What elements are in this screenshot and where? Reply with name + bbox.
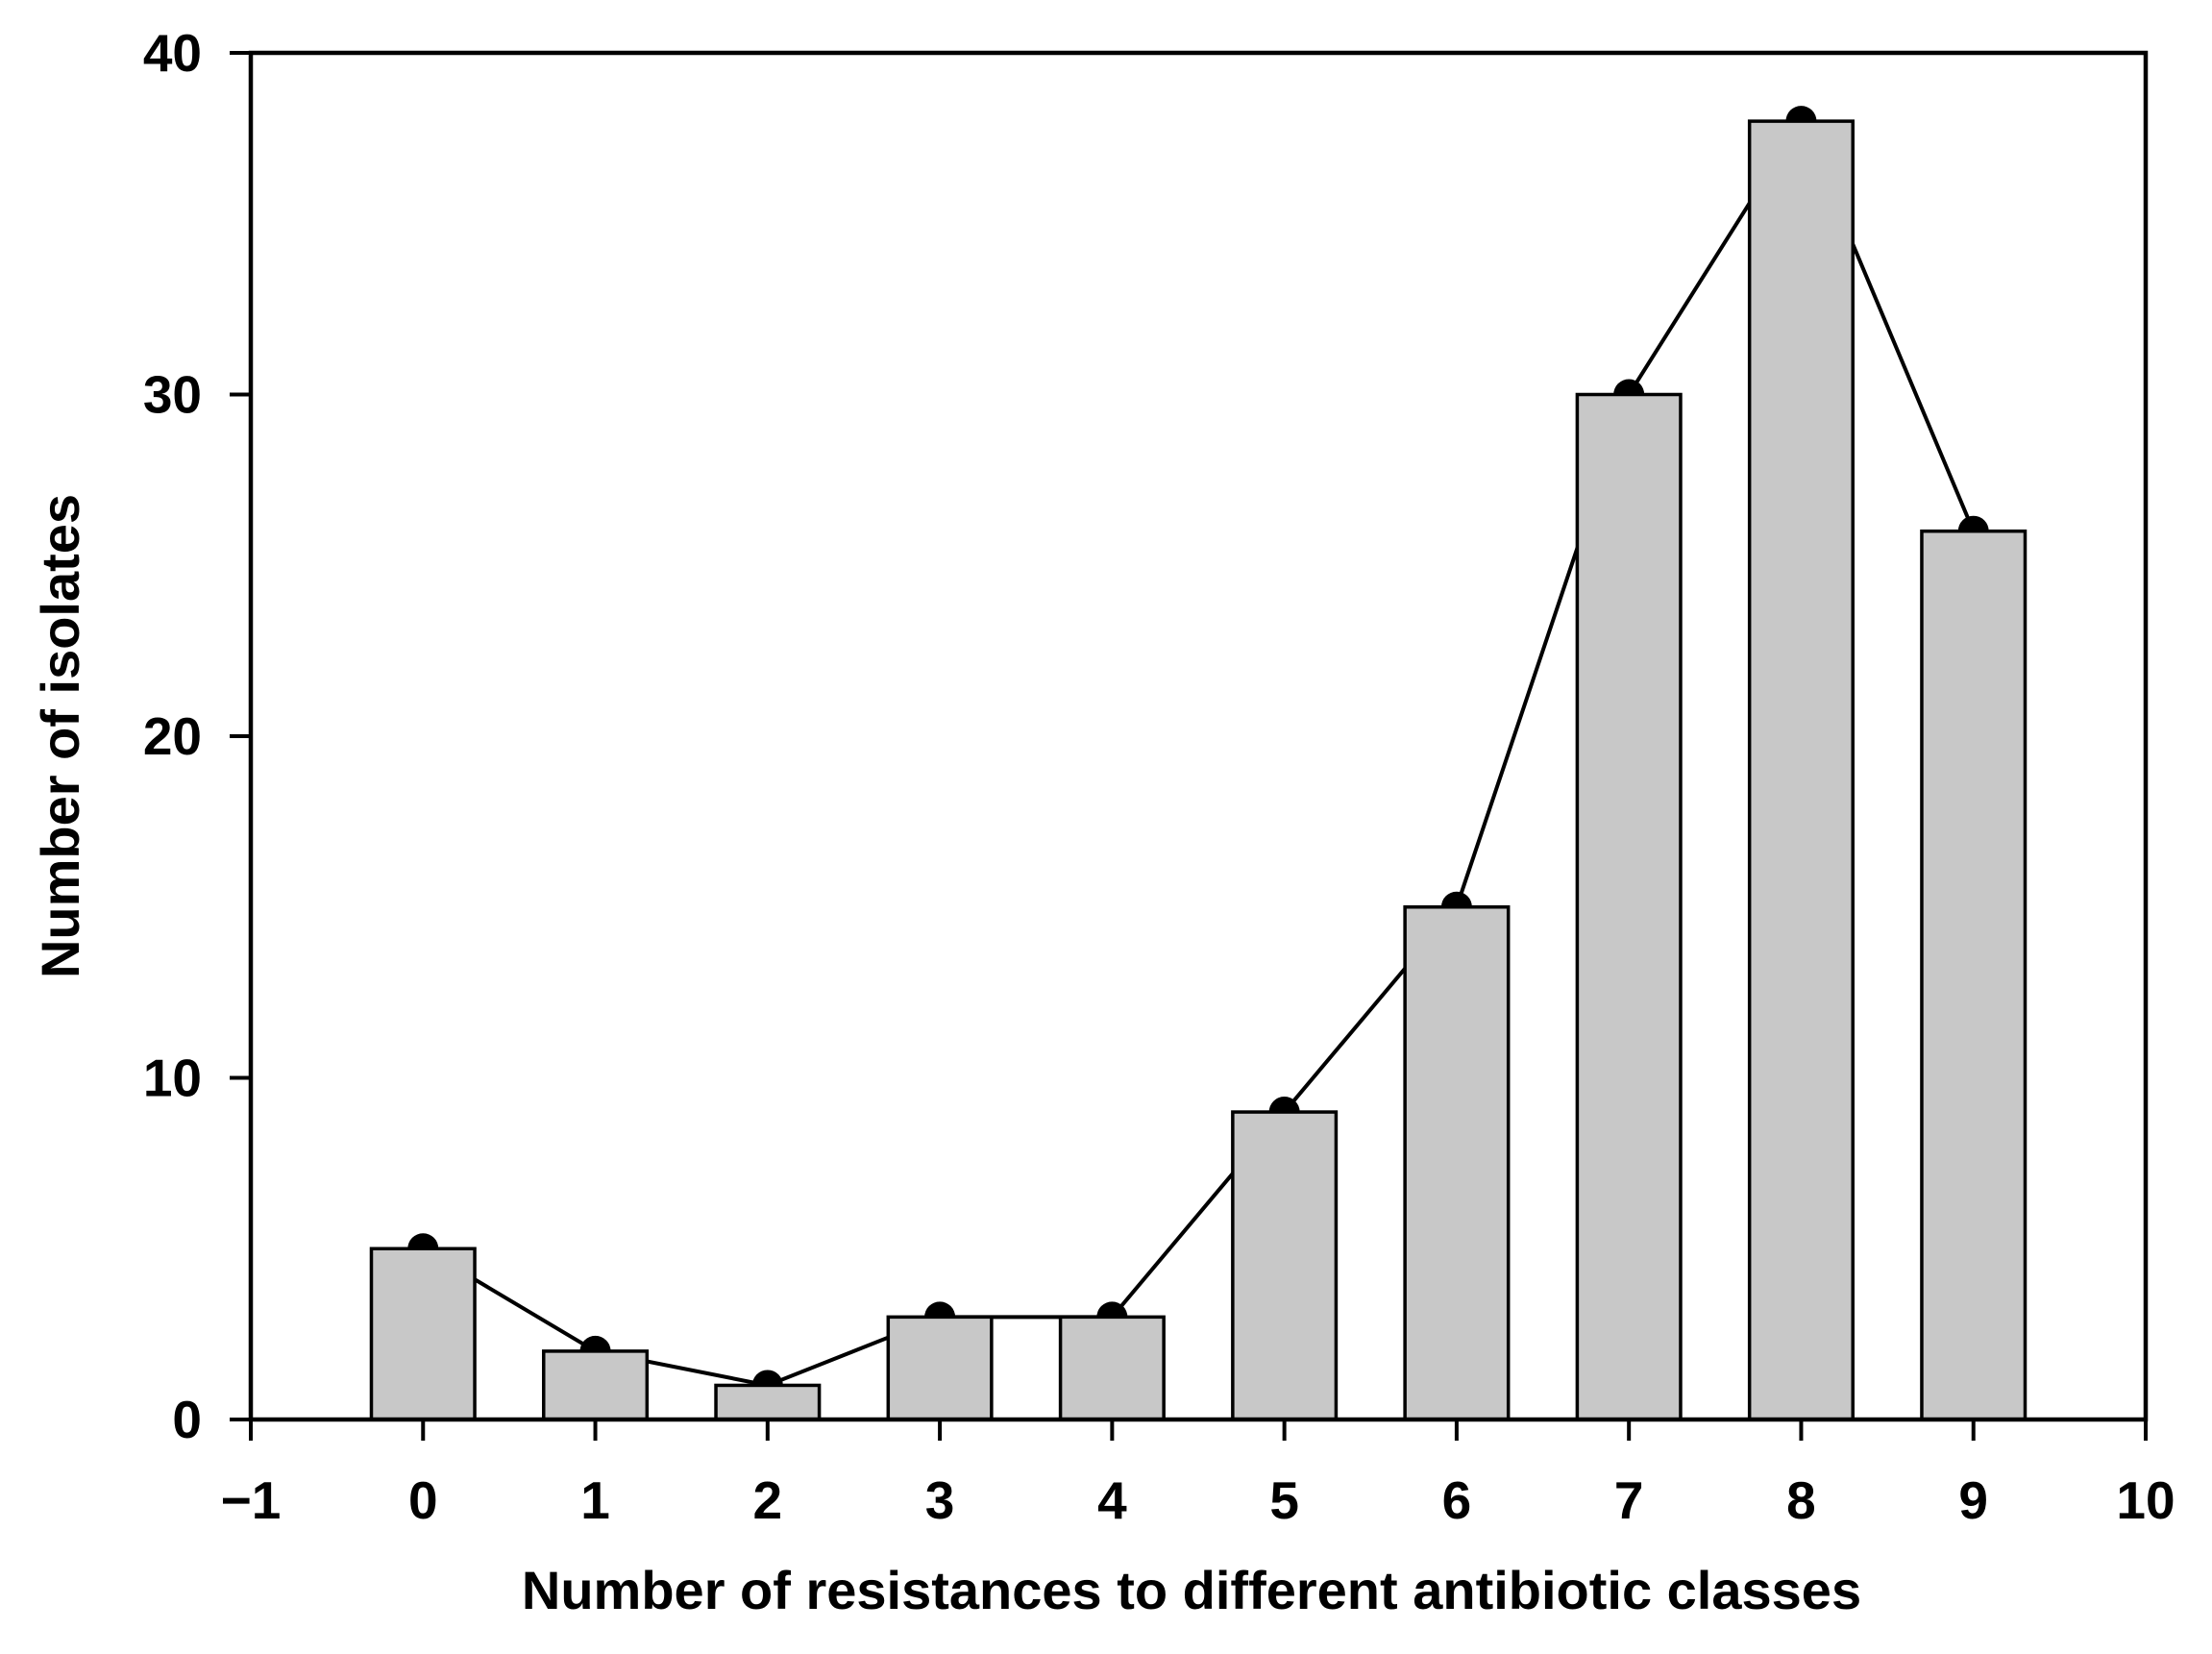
x-tick-label: 3 [925,1470,955,1530]
bar [542,1349,650,1421]
bar [1575,392,1683,1421]
x-tick-label: 1 [580,1470,610,1530]
x-tick-label: 6 [1442,1470,1472,1530]
bar [886,1315,994,1421]
x-tick-label: 10 [2116,1470,2175,1530]
x-tick-label: 8 [1786,1470,1816,1530]
x-tick-label: 2 [753,1470,783,1530]
bar [1231,1110,1339,1421]
bar-series [369,119,2028,1421]
y-tick-label: 0 [172,1390,202,1449]
series-line [422,116,1976,1388]
y-tick-label: 30 [143,365,202,425]
bar [714,1383,822,1421]
x-tick-label: −1 [221,1470,282,1530]
bar [369,1247,477,1421]
line-series [422,116,1976,1388]
bar [1058,1315,1166,1421]
y-axis-label: Number of isolates [30,494,90,978]
y-tick-label: 20 [143,706,202,766]
bar [1403,905,1511,1421]
tick-labels: 0 10 20 30 40 −1 0 1 2 3 4 5 6 7 8 9 10 [143,23,2175,1530]
bar [1747,119,1855,1421]
x-tick-label: 9 [1958,1470,1988,1530]
x-axis-label: Number of resistances to different antib… [522,1560,1861,1620]
x-tick-label: 4 [1097,1470,1127,1530]
y-tick-label: 10 [143,1049,202,1108]
tick-marks [230,51,2148,1441]
y-tick-label: 40 [143,23,202,83]
x-tick-label: 0 [408,1470,438,1530]
bar [1920,529,2028,1421]
x-tick-label: 7 [1614,1470,1644,1530]
x-tick-label: 5 [1269,1470,1299,1530]
